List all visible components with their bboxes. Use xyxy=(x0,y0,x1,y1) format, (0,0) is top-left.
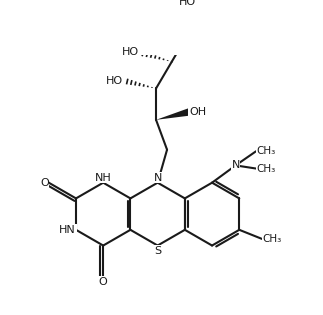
Text: CH₃: CH₃ xyxy=(256,146,275,156)
Text: OH: OH xyxy=(189,107,206,117)
Text: HO: HO xyxy=(179,0,196,7)
Text: O: O xyxy=(40,178,49,188)
Text: HN: HN xyxy=(59,225,76,235)
Text: N: N xyxy=(153,173,162,183)
Text: O: O xyxy=(99,277,108,287)
Text: CH₃: CH₃ xyxy=(256,163,275,174)
Text: NH: NH xyxy=(95,173,111,183)
Text: CH₃: CH₃ xyxy=(263,234,282,244)
Polygon shape xyxy=(156,108,190,120)
Text: HO: HO xyxy=(122,47,139,57)
Text: N: N xyxy=(232,160,240,170)
Text: S: S xyxy=(154,245,161,255)
Text: HO: HO xyxy=(106,76,123,86)
